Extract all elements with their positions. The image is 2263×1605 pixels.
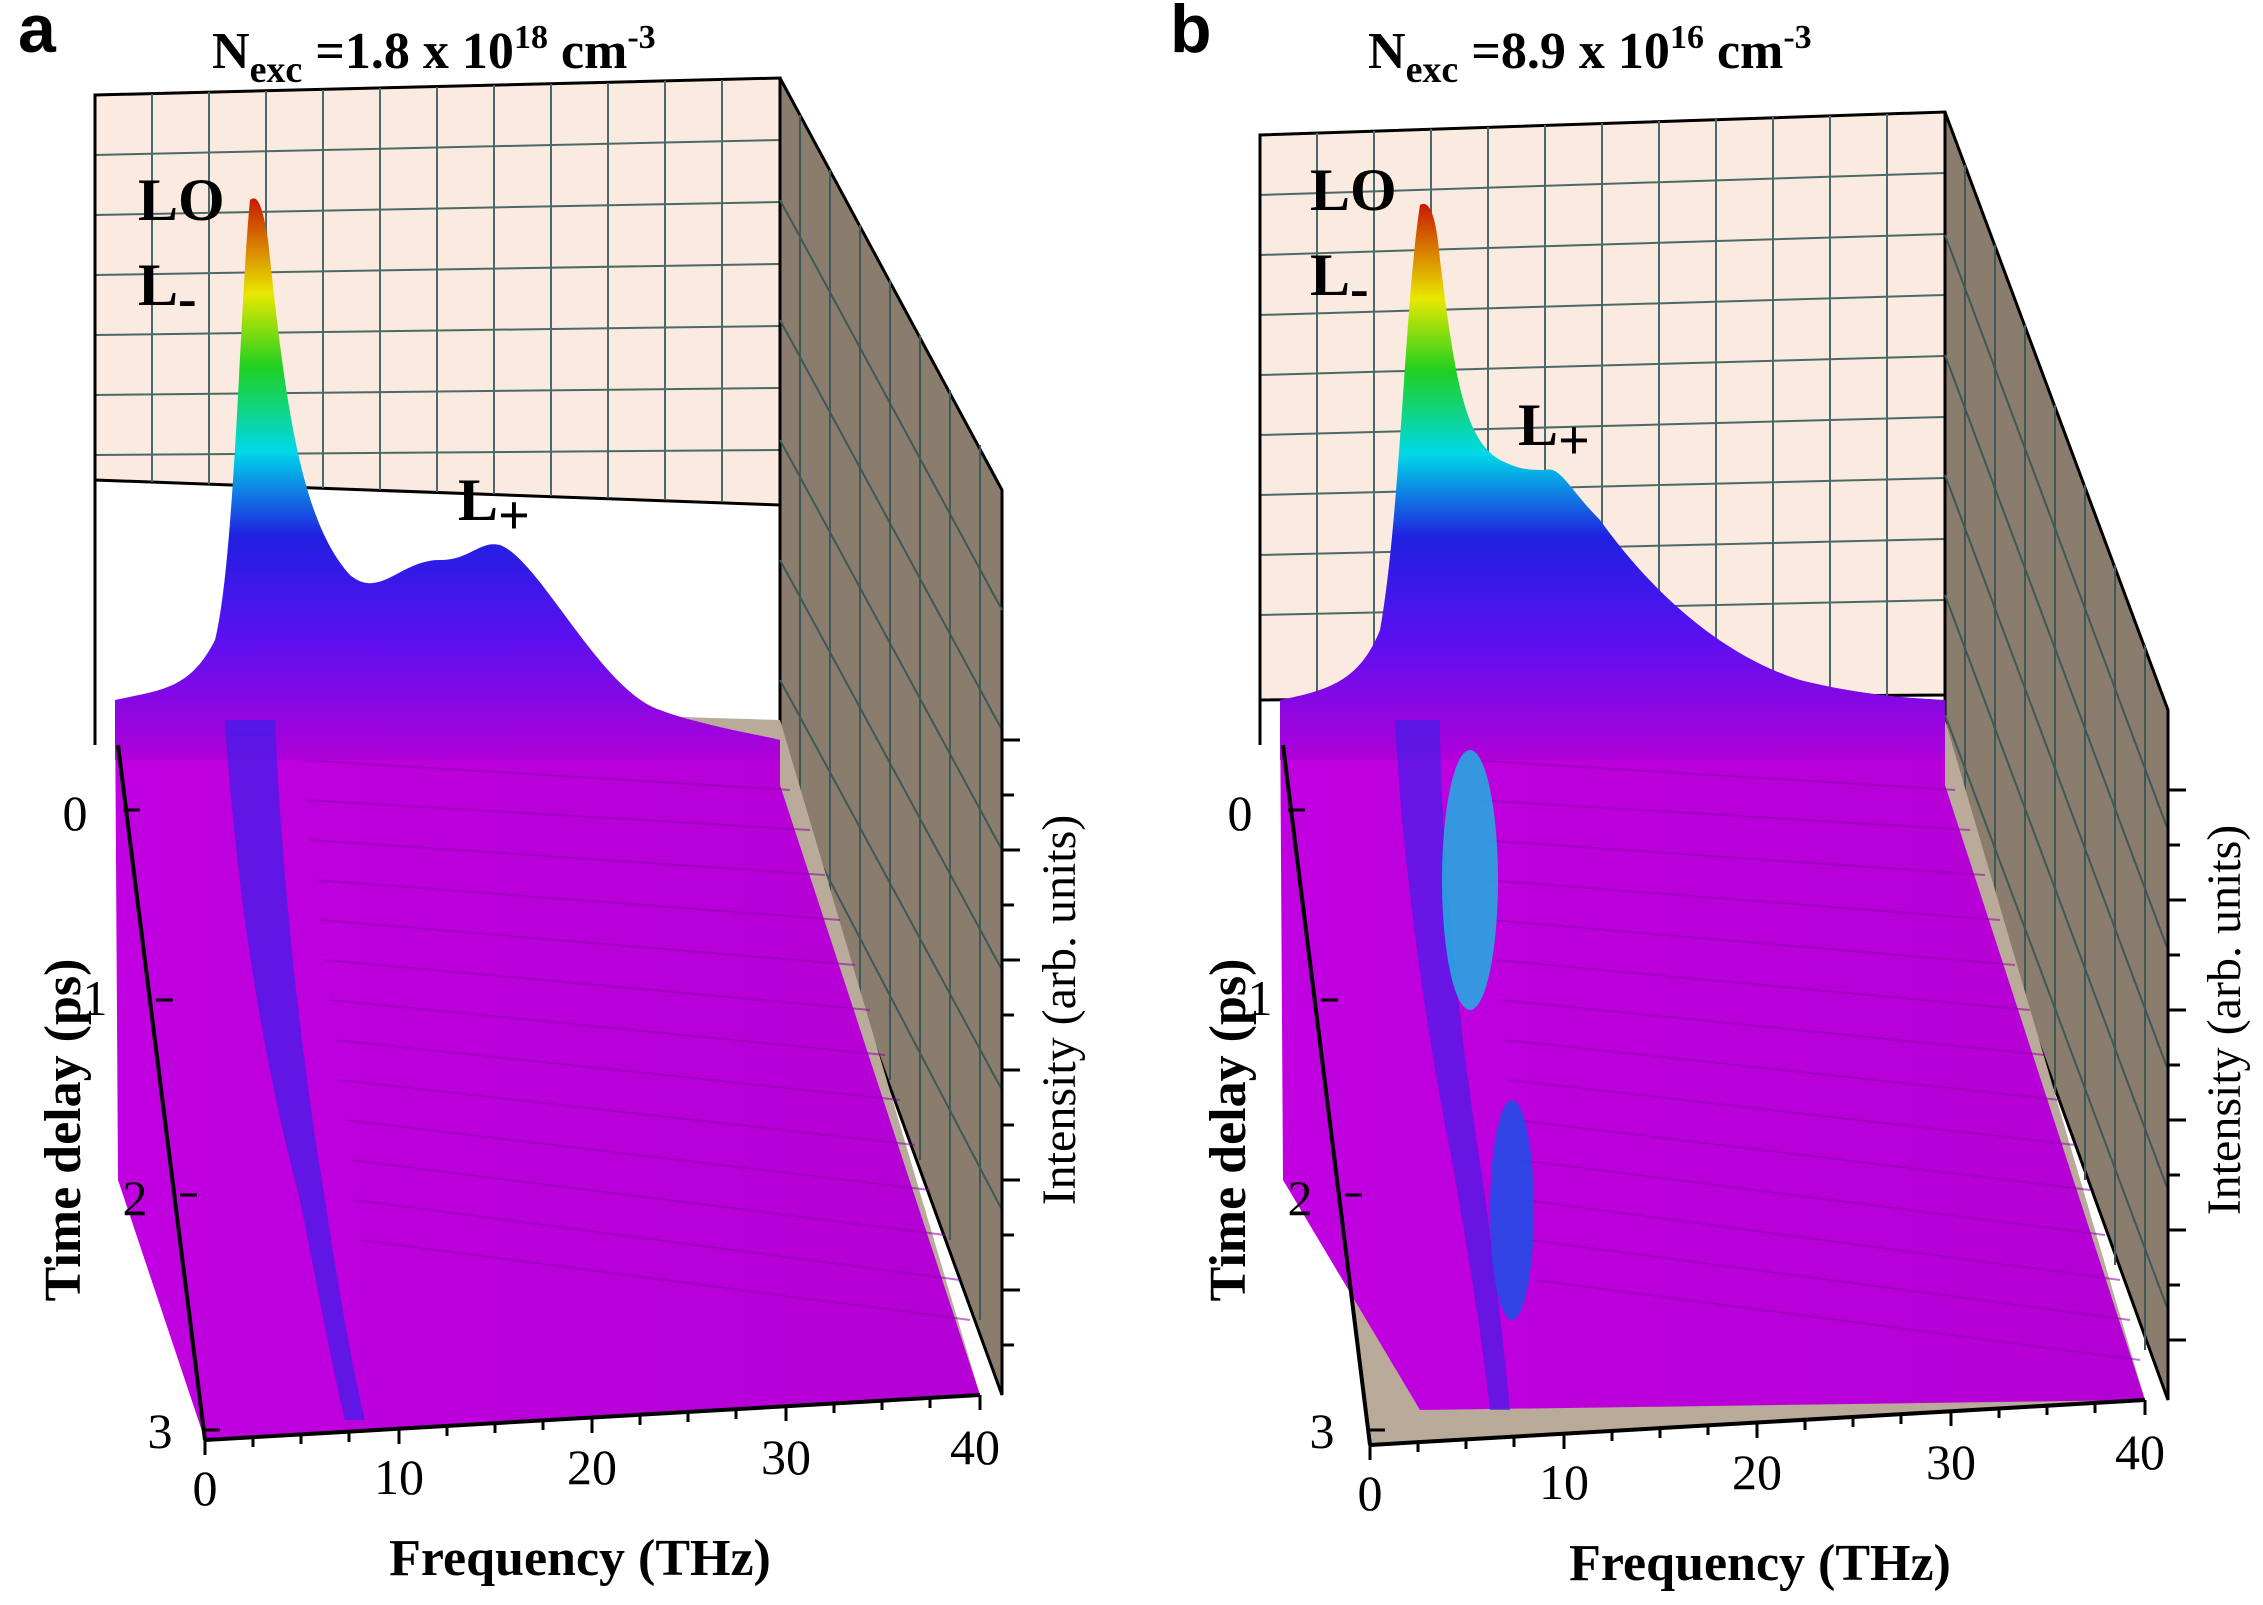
panel-a-lo-ridge: [225, 720, 365, 1420]
panel-b-ytick-2: 2: [1288, 1170, 1313, 1226]
panel-a-title: Nexc =1.8 x 1018 cm-3: [212, 19, 656, 91]
panel-a-surface-ridges: [299, 759, 971, 1321]
panel-a-xtick-2: 20: [567, 1439, 617, 1495]
panel-b-zlabel: Intensity (arb. units): [2198, 825, 2251, 1216]
panel-a-ytick-1: 1: [83, 970, 108, 1026]
panel-a-xtick-4: 40: [950, 1419, 1000, 1475]
panel-a-freq-axis-line: [204, 1393, 981, 1442]
panel-b-y-ticks: [1288, 808, 1385, 1432]
panel-b-freq-axis-line: [1369, 1398, 2146, 1447]
panel-b-spectrum-front: [1280, 203, 1945, 760]
panel-b-xtick-3: 30: [1926, 1434, 1976, 1490]
panel-letter-b: b: [1170, 0, 1212, 67]
panel-b-lo-ridge: [1395, 720, 1510, 1410]
panel-b-xtick-0: 0: [1358, 1465, 1383, 1521]
panel-b-title: Nexc =8.9 x 1016 cm-3: [1368, 19, 1812, 91]
panel-a-time-axis-line: [116, 744, 207, 1441]
panel-a-y-ticks: [123, 808, 220, 1432]
panel-a-xtick-1: 10: [374, 1449, 424, 1505]
panel-a-lo-label: LO: [138, 167, 225, 233]
panel-b-z-ticks: [2168, 788, 2186, 1342]
panel-a-lminus-label: L-: [138, 252, 197, 330]
panel-a-ytick-3: 3: [148, 1403, 173, 1459]
panel-b-xtick-2: 20: [1732, 1444, 1782, 1500]
panel-a-xlabel: Frequency (THz): [389, 1530, 771, 1587]
panel-b-xtick-1: 10: [1539, 1454, 1589, 1510]
panel-a-x-ticks: [203, 1395, 982, 1455]
panel-a-side-grid: [779, 115, 1003, 1320]
panel-b-time-axis-line: [1281, 744, 1372, 1446]
panel-a-xtick-0: 0: [193, 1460, 218, 1516]
panel-a-ytick-0: 0: [63, 785, 88, 841]
panel-b: b Nexc =8.9 x 1016 cm-3: [1170, 0, 2251, 1592]
panel-b-echo-1: [1442, 750, 1498, 1010]
panel-a-xtick-3: 30: [761, 1429, 811, 1485]
panel-b-ytick-0: 0: [1228, 785, 1253, 841]
panel-b-echo-2: [1490, 1100, 1534, 1320]
panel-b-lo-label: LO: [1310, 157, 1397, 223]
panel-a-lplus-label: L+: [458, 467, 530, 547]
panel-b-side-grid: [1944, 165, 2169, 1350]
panel-a-ytick-2: 2: [123, 1170, 148, 1226]
panel-b-surface-ridges: [1469, 759, 2141, 1361]
panel-b-ylabel: Time delay (ps): [1200, 959, 1257, 1302]
panel-b-lminus-label: L-: [1310, 242, 1369, 320]
panel-a: a Nexc =1.8 x 1018 cm-3: [18, 0, 1086, 1587]
panel-letter-a: a: [18, 0, 57, 67]
panel-b-xtick-4: 40: [2115, 1424, 2165, 1480]
panel-b-ytick-3: 3: [1310, 1403, 1335, 1459]
panel-a-z-ticks: [1002, 738, 1020, 1347]
panel-a-ylabel: Time delay (ps): [35, 959, 92, 1302]
panel-b-lplus-label: L+: [1518, 392, 1590, 472]
panel-b-x-ticks: [1368, 1400, 2147, 1460]
panel-b-xlabel: Frequency (THz): [1569, 1535, 1951, 1592]
panel-a-spectrum-front: [115, 198, 780, 760]
panel-a-zlabel: Intensity (arb. units): [1033, 815, 1086, 1206]
panel-b-ytick-1: 1: [1248, 970, 1273, 1026]
